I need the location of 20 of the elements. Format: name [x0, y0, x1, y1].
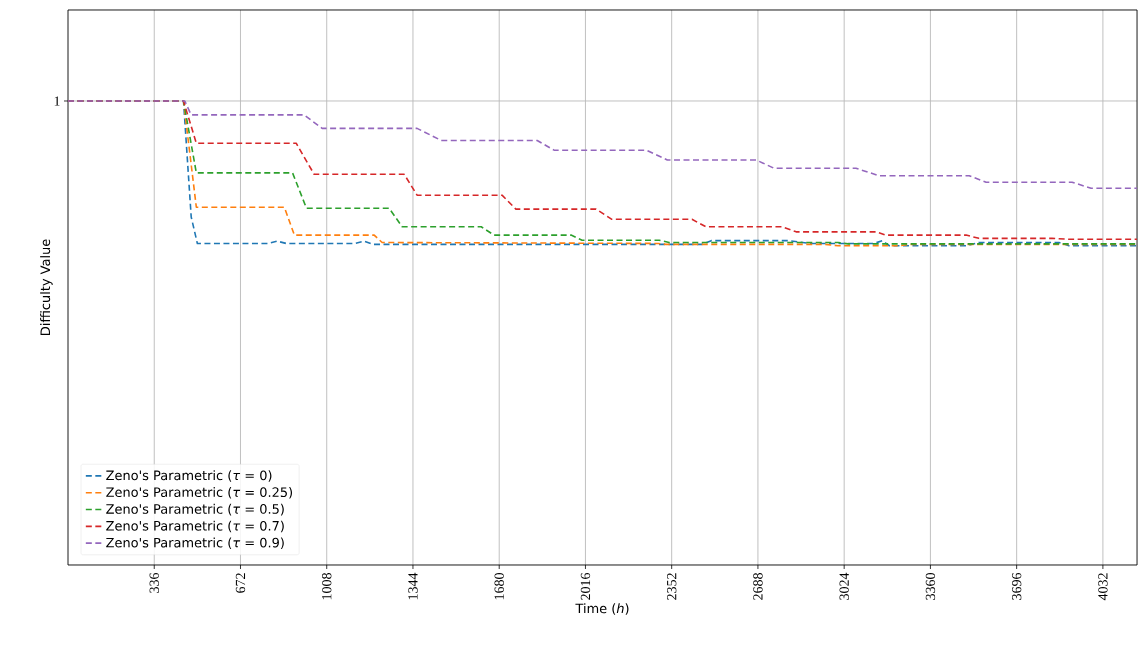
x-tick-label: 672: [235, 573, 246, 593]
x-tick-label: 2016: [580, 572, 591, 600]
x-tick-label: 3360: [925, 573, 936, 600]
text: 1: [54, 96, 60, 106]
x-tick-label: 336: [149, 572, 159, 593]
legend-label: Zeno's Parametric (τ = 0.7): [106, 520, 284, 533]
x-tick-label: 1344: [408, 572, 418, 600]
legend-label: Zeno's Parametric (τ = 0): [106, 470, 272, 482]
x-tick-label: 2688: [753, 573, 763, 600]
x-axis-title: Time (h): [575, 603, 629, 615]
legend-label: Zeno's Parametric (τ = 0.5): [106, 503, 284, 516]
legend-label: Zeno's Parametric (τ = 0.9): [106, 537, 284, 550]
x-tick-label: 2352: [667, 573, 677, 600]
x-tick-label: 3024: [839, 572, 849, 600]
x-tick-label: 4032: [1098, 573, 1108, 601]
y-axis-title: Difficulty Value: [40, 239, 53, 335]
x-tick-label: 1680: [494, 573, 504, 600]
x-tick-label: 1008: [322, 573, 332, 600]
x-tick-label: 3696: [1011, 572, 1022, 600]
legend-label: Zeno's Parametric (τ = 0.25): [106, 487, 293, 499]
